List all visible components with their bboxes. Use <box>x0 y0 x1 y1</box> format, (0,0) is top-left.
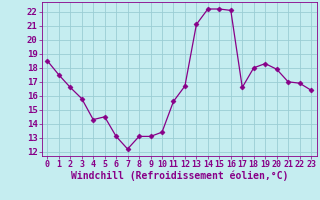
X-axis label: Windchill (Refroidissement éolien,°C): Windchill (Refroidissement éolien,°C) <box>70 171 288 181</box>
